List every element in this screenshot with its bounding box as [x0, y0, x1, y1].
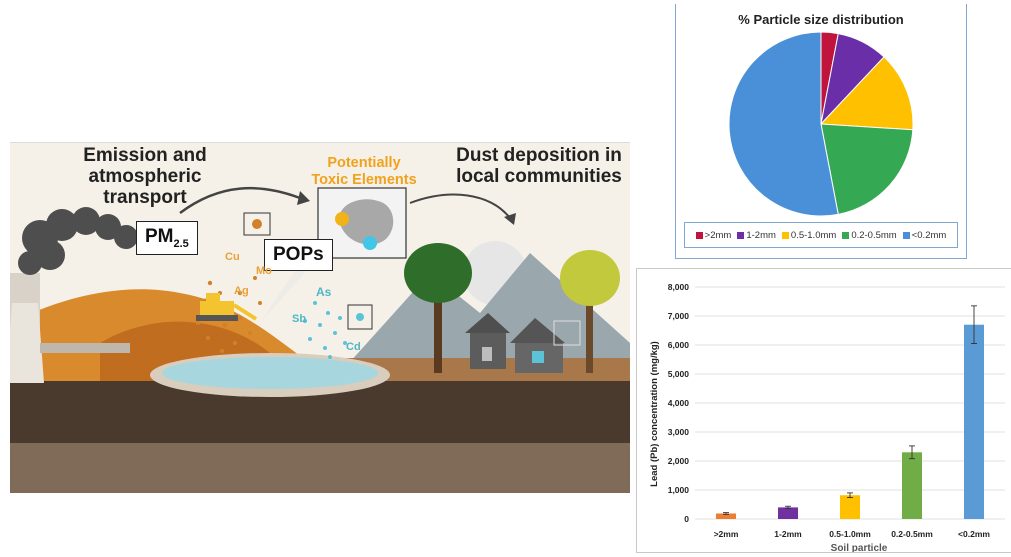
- cooling-tower: [10, 303, 44, 383]
- pie-chart-panel: % Particle size distribution >2mm 1-2mm 0.…: [675, 4, 967, 259]
- heading-deposition: Dust deposition in local communities: [448, 145, 630, 187]
- pie-legend-item: 1-2mm: [737, 230, 776, 241]
- pops-label: POPs: [264, 239, 333, 271]
- as-particle-box: [347, 304, 373, 330]
- bar-y-tick: 7,000: [668, 311, 690, 321]
- pie-legend-item: >2mm: [695, 229, 732, 241]
- bar-1: [778, 507, 798, 519]
- smoke-cloud: [18, 207, 138, 275]
- element-sb: Sb: [292, 313, 307, 325]
- bar-y-tick: 6,000: [668, 340, 690, 350]
- house-icon-2: [510, 318, 565, 373]
- deposition-arrow: [409, 193, 511, 219]
- pie-legend-label: 0.5-1.0mm: [790, 229, 837, 241]
- bar-x-tick: 1-2mm: [774, 529, 802, 539]
- tree-icon: [404, 243, 472, 373]
- pie-chart-title: % Particle size distribution: [738, 12, 904, 27]
- heading-emission: Emission and atmospheric transport: [50, 145, 240, 208]
- element-cu: Cu: [225, 251, 240, 263]
- bar-y-tick: 5,000: [668, 369, 690, 379]
- bar-chart-panel: Lead (Pb) concentration (mg/kg) Soil par…: [636, 268, 1011, 554]
- pm25-label: PM2.5: [136, 221, 198, 255]
- bar-4: [964, 324, 984, 519]
- bar-y-tick: 3,000: [668, 427, 690, 437]
- bar-0: [716, 513, 736, 519]
- bar-y-tick: 2,000: [668, 456, 690, 466]
- pie-legend: >2mm 1-2mm 0.5-1.0mm 0.2-0.5mm <0.2mm: [684, 222, 958, 248]
- pie-legend-swatch: [781, 231, 789, 239]
- bar-y-tick: 4,000: [668, 398, 690, 408]
- pie-chart: [728, 31, 914, 217]
- bar-x-tick: <0.2mm: [958, 529, 990, 539]
- bar-y-tick: 8,000: [668, 282, 690, 292]
- excavator-icon: [196, 293, 258, 321]
- pie-legend-item: 0.2-0.5mm: [842, 229, 897, 241]
- bar-error-bar: [847, 492, 853, 498]
- bar-x-axis-label: Soil particle: [831, 543, 888, 552]
- element-ag: Ag: [234, 285, 249, 297]
- bar-error-bar: [971, 305, 977, 345]
- bar-x-tick: >2mm: [714, 529, 739, 539]
- pie-legend-label: >2mm: [704, 229, 732, 241]
- bar-error-bar: [723, 512, 729, 515]
- element-as: As: [316, 285, 332, 299]
- heading-emission-line1: Emission and: [83, 145, 207, 166]
- tree-icon-2: [560, 250, 620, 373]
- soil-layer-bottom: [10, 443, 630, 493]
- bar-chart: Lead (Pb) concentration (mg/kg) Soil par…: [649, 282, 1005, 554]
- heading-emission-line2: atmospheric transport: [88, 166, 202, 208]
- pie-legend-swatch: [695, 231, 703, 239]
- pm-particle-box: [243, 212, 271, 236]
- house-particle-box: [553, 320, 581, 346]
- dust-particle: [339, 199, 394, 245]
- transport-arrow: [179, 186, 301, 215]
- illustration-scene: [10, 143, 630, 493]
- bar-error-bar: [785, 505, 791, 510]
- house-icon: [465, 313, 510, 369]
- heading-deposition-line1: Dust deposition in: [456, 145, 622, 166]
- heading-deposition-line2: local communities: [456, 166, 622, 187]
- pie-slice-4: [728, 31, 839, 217]
- pie-legend-label: 0.2-0.5mm: [851, 229, 897, 241]
- element-mo: Mo: [256, 265, 272, 277]
- bar-y-tick: 1,000: [668, 485, 690, 495]
- pie-slice-3: [820, 123, 914, 215]
- heading-pte: Potentially Toxic Elements: [302, 155, 426, 189]
- pie-legend-item: 0.5-1.0mm: [781, 229, 837, 241]
- bar-3: [902, 452, 922, 519]
- bar-2: [840, 495, 860, 519]
- factory-pipe: [40, 343, 130, 353]
- bar-error-bar: [909, 445, 915, 460]
- bar-y-axis-label: Lead (Pb) concentration (mg/kg): [649, 341, 660, 487]
- pie-legend-swatch: [902, 231, 910, 239]
- toxic-particles: [303, 301, 347, 359]
- pie-legend-item: <0.2mm: [902, 229, 947, 241]
- pie-legend-swatch: [737, 231, 745, 239]
- pie-slice-2: [819, 56, 914, 131]
- heading-pte-line1: Potentially: [327, 155, 401, 171]
- element-cd: Cd: [346, 341, 361, 353]
- pie-legend-label: <0.2mm: [911, 229, 947, 241]
- pie-legend-swatch: [842, 231, 850, 239]
- heading-pte-line2: Toxic Elements: [311, 172, 417, 188]
- bar-x-tick: 0.5-1.0mm: [829, 529, 871, 539]
- pie-legend-label: 1-2mm: [746, 229, 776, 241]
- pollution-illustration: Emission and atmospheric transport Poten…: [10, 142, 630, 493]
- bar-y-tick: 0: [684, 514, 689, 524]
- pond: [162, 357, 378, 389]
- bar-x-tick: 0.2-0.5mm: [891, 529, 933, 539]
